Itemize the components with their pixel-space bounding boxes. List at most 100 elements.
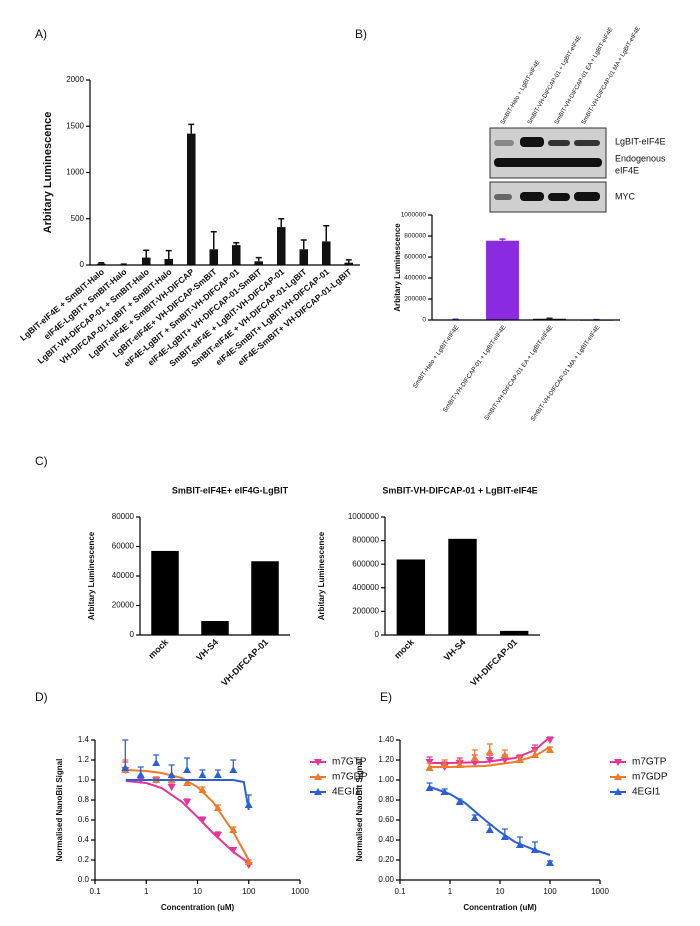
bar (448, 538, 477, 635)
point (229, 766, 238, 773)
y-tick-label: 400000 (352, 583, 379, 592)
y-tick-label: 1.0 (78, 775, 90, 784)
legend-marker (614, 788, 622, 795)
x-tick-label: 1 (448, 887, 453, 896)
point (198, 817, 207, 824)
bar (201, 620, 229, 635)
y-tick-label: 1.4 (78, 735, 90, 744)
point (229, 826, 238, 833)
y-tick-label: 0.60 (378, 815, 394, 824)
fit-curve (125, 769, 250, 861)
x-tick-label: 1000 (291, 887, 309, 896)
error-bar (255, 256, 262, 262)
y-tick-label: 0.00 (378, 875, 394, 884)
y-axis-title: Arbitary Luminescence (317, 531, 326, 620)
bar (276, 227, 286, 265)
y-tick-label: 800000 (352, 536, 379, 545)
point (546, 746, 554, 753)
legend-label: m7GTP (332, 757, 367, 768)
point (500, 751, 509, 758)
y-tick-label: 0.20 (378, 855, 394, 864)
panel-label: C) (35, 454, 48, 468)
y-tick-label: 0.40 (378, 835, 394, 844)
y-tick-label: 400000 (404, 275, 426, 282)
error-bar (300, 239, 307, 250)
point (229, 847, 238, 854)
y-tick-label: 20000 (112, 601, 135, 610)
bar (533, 318, 566, 320)
point (213, 804, 222, 811)
error-bar (188, 123, 195, 134)
y-tick-label: 1.2 (78, 755, 90, 764)
bar (321, 241, 331, 265)
y-tick-label: 0.0 (78, 875, 90, 884)
y-tick-label: 60000 (112, 542, 135, 551)
error-bar (278, 218, 285, 228)
y-axis-title: Arbitary Luminescence (42, 112, 54, 234)
y-tick-label: 0 (422, 317, 426, 324)
y-tick-label: 0 (375, 630, 380, 639)
panel-label: E) (380, 690, 392, 704)
point (213, 832, 222, 839)
point (515, 756, 524, 763)
x-tick-label: mock (146, 636, 170, 660)
y-tick-label: 2000 (66, 75, 84, 84)
legend-label: m7GDP (632, 772, 668, 783)
band-label: LgBIT-eIF4E (615, 136, 666, 146)
legend-marker (614, 773, 622, 780)
point (425, 784, 434, 791)
fit-curve (125, 780, 250, 864)
band (494, 158, 602, 167)
point (546, 737, 554, 744)
x-tick-label: mock (392, 636, 416, 660)
error-bar (143, 249, 150, 258)
y-axis-title: Normalised NanoBit Signal (355, 759, 364, 862)
x-tick-label: VH-S4 (194, 637, 220, 663)
bar (141, 257, 151, 265)
y-tick-label: 500 (71, 214, 85, 223)
error-bar (98, 261, 105, 264)
lane-label: SmBIT-VH-DIFCAP-01 MA + LgBIT-eIF4E (581, 26, 642, 126)
lane-label: SmBIT-VH-DIFCAP-01 + LgBIT-eIF4E (527, 35, 583, 126)
panel-label: D) (35, 690, 48, 704)
band (520, 137, 544, 147)
blot-box (489, 127, 607, 179)
band (548, 193, 570, 201)
point (500, 757, 509, 764)
point (121, 764, 130, 771)
legend-label: 4EGI1 (632, 787, 661, 798)
point (470, 760, 479, 767)
point (183, 799, 192, 806)
legend-label: 4EGI1 (332, 787, 361, 798)
point (530, 846, 539, 853)
y-tick-label: 1.40 (378, 735, 394, 744)
y-tick-label: 600000 (352, 559, 379, 568)
error-bar (233, 242, 240, 246)
legend-marker (314, 759, 322, 766)
y-tick-label: 200000 (352, 607, 379, 616)
y-tick-label: 800000 (404, 233, 426, 240)
band (574, 140, 600, 146)
point (470, 754, 479, 761)
point (213, 771, 222, 778)
legend-label: m7GTP (632, 757, 667, 768)
western-blot (489, 127, 607, 213)
y-axis-title: Normalised NanoBit Signal (55, 759, 64, 862)
point (244, 801, 253, 808)
y-tick-label: 1500 (66, 121, 84, 130)
bar (499, 630, 529, 635)
y-tick-label: 0 (80, 260, 85, 269)
point (440, 761, 449, 768)
point (455, 761, 464, 768)
error-bar (165, 249, 172, 259)
bar (344, 262, 354, 265)
band (574, 192, 600, 201)
point (530, 751, 539, 758)
bar (209, 249, 219, 265)
point (425, 764, 434, 771)
lane-label: SmBIT-VH-DIFCAP-01 EA + LgBIT-eIF4E (554, 27, 615, 126)
bar (231, 245, 241, 265)
y-tick-label: 1000000 (348, 512, 380, 521)
